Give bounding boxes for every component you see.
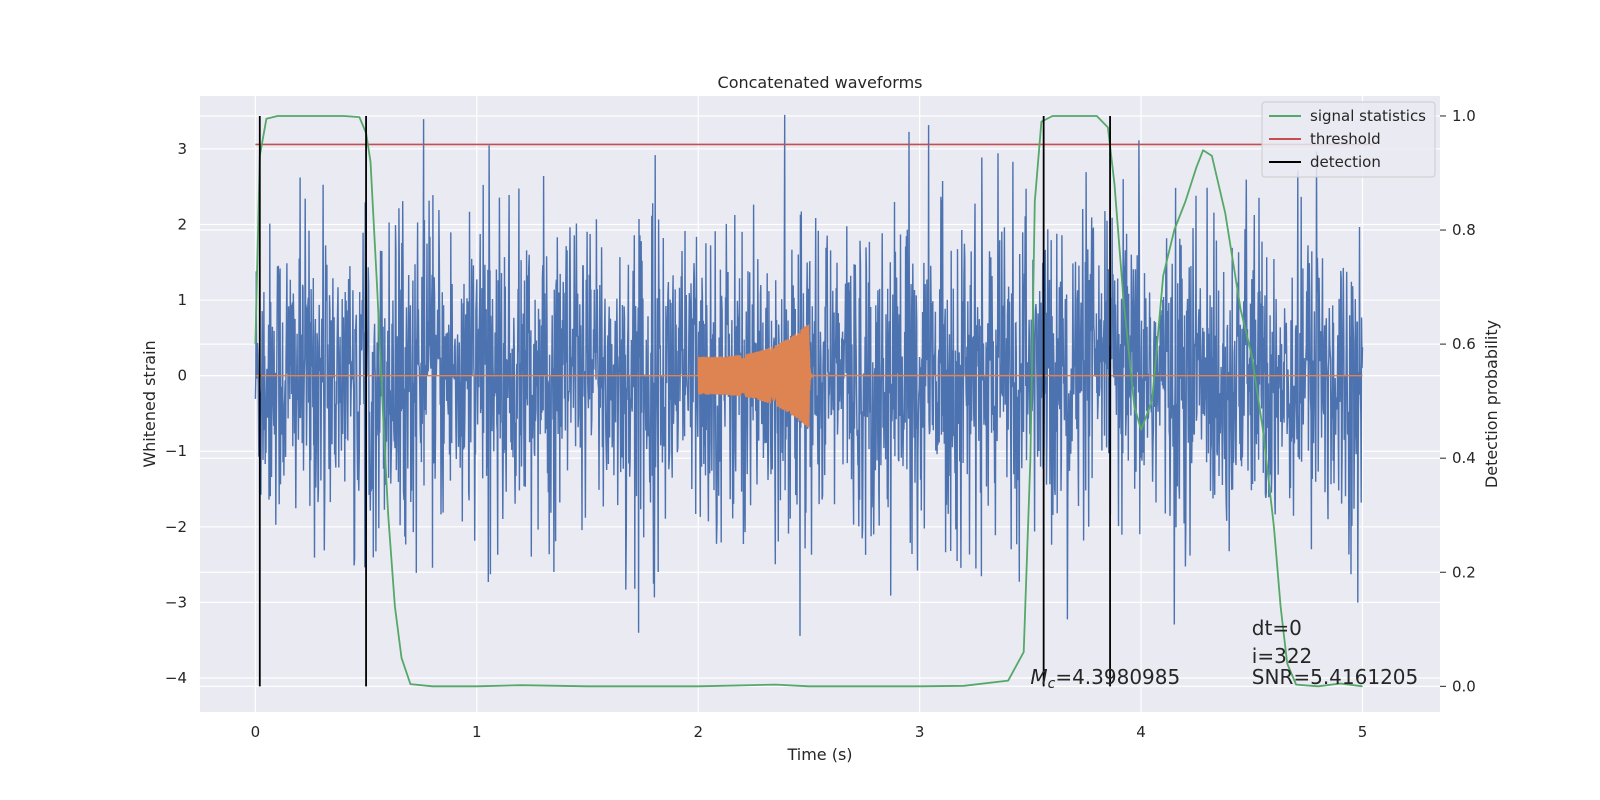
chart-title: Concatenated waveforms [718,73,923,92]
y-tick-label: −4 [165,669,187,687]
legend-label-signal-statistics: signal statistics [1310,107,1426,125]
x-tick-label: 5 [1358,723,1368,741]
annotation-text: i=322 [1252,644,1313,668]
y-tick-label: −3 [165,593,187,611]
chirp-series-line [255,324,1363,428]
y-right-tick-label: 0.8 [1452,221,1476,239]
y-tick-label: −1 [165,442,187,460]
ticks-layer: 0 1 2 3 4 5 −4 −3 −2 −1 0 1 2 3 0.0 0.2 0.4 0.6 0.8 1.0 [165,107,1476,741]
x-tick-label: 2 [693,723,703,741]
x-axis-label: Time (s) [786,745,852,764]
x-tick-label: 1 [472,723,482,741]
y-axis-label: Whitened strain [140,340,159,467]
y-right-tick-label: 0.4 [1452,449,1476,467]
legend-label-threshold: threshold [1310,130,1381,148]
x-tick-label: 4 [1136,723,1146,741]
y-tick-label: 1 [177,291,187,309]
y-right-tick-label: 0.6 [1452,335,1476,353]
annotation-text: Mc=4.3980985 [1030,665,1180,692]
series-layer [254,114,1374,688]
legend-box [1261,101,1436,178]
x-tick-label: 0 [251,723,261,741]
x-tick-label: 3 [915,723,925,741]
y-tick-label: 2 [177,215,187,233]
signal-statistics-line [254,115,1363,688]
legend-label-detection: detection [1310,153,1381,171]
y-right-tick-label: 0.0 [1452,677,1476,695]
annotation-text: SNR=5.4161205 [1252,665,1418,689]
y-right-tick-label: 1.0 [1452,107,1476,125]
y-tick-label: −2 [165,518,187,536]
legend: signal statistics threshold detection [1261,101,1436,178]
y-axis-label-right: Detection probability [1482,320,1501,488]
y-tick-label: 3 [177,140,187,158]
y-right-tick-label: 0.2 [1452,563,1476,581]
y-tick-label: 0 [177,367,187,385]
annotation-text: dt=0 [1252,616,1302,640]
